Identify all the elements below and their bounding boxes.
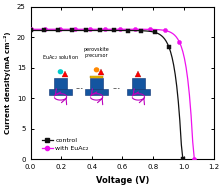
X-axis label: Voltage (V): Voltage (V)	[96, 176, 149, 185]
Y-axis label: Current density(mA cm⁻²): Current density(mA cm⁻²)	[4, 32, 11, 134]
Legend: control, with EuAc₂: control, with EuAc₂	[39, 136, 91, 153]
